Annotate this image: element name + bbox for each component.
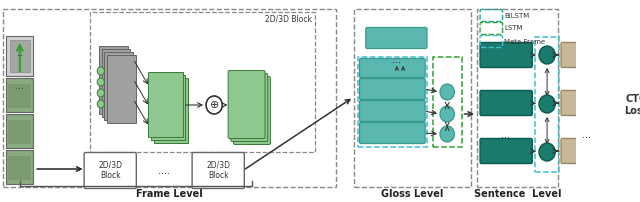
Bar	[358, 57, 426, 147]
Circle shape	[539, 95, 555, 113]
Bar	[6, 114, 33, 148]
FancyBboxPatch shape	[480, 139, 532, 163]
Text: Meta Frame: Meta Frame	[504, 39, 545, 44]
FancyBboxPatch shape	[228, 70, 265, 139]
FancyBboxPatch shape	[561, 42, 613, 67]
Text: ...: ...	[392, 55, 401, 65]
FancyBboxPatch shape	[360, 59, 425, 78]
Text: $\oplus$: $\oplus$	[209, 100, 220, 110]
Bar	[104, 52, 133, 120]
Bar	[90, 12, 315, 152]
FancyBboxPatch shape	[366, 27, 427, 48]
FancyBboxPatch shape	[192, 153, 244, 188]
Bar	[151, 75, 186, 140]
Bar	[6, 150, 33, 184]
FancyBboxPatch shape	[480, 90, 532, 116]
Circle shape	[97, 78, 104, 86]
Circle shape	[440, 84, 454, 100]
FancyBboxPatch shape	[614, 75, 640, 134]
FancyBboxPatch shape	[360, 122, 425, 143]
Text: ...: ...	[501, 130, 510, 140]
Bar	[433, 57, 461, 147]
Bar	[102, 49, 131, 117]
Bar	[354, 9, 470, 187]
Bar	[154, 78, 188, 143]
Bar	[8, 84, 31, 108]
Text: ...: ...	[582, 130, 591, 140]
Text: BiLSTM: BiLSTM	[504, 13, 529, 19]
Text: Frame Level: Frame Level	[136, 189, 202, 199]
Circle shape	[440, 106, 454, 122]
FancyBboxPatch shape	[360, 101, 425, 121]
Text: ...: ...	[15, 81, 24, 91]
Circle shape	[440, 126, 454, 142]
Circle shape	[97, 100, 104, 108]
FancyBboxPatch shape	[561, 139, 613, 163]
Text: 2D/3D
Block: 2D/3D Block	[98, 161, 122, 180]
FancyBboxPatch shape	[561, 90, 613, 116]
FancyBboxPatch shape	[234, 77, 270, 144]
Text: ....: ....	[158, 165, 170, 176]
Circle shape	[539, 143, 555, 161]
Text: Gloss Level: Gloss Level	[381, 189, 444, 199]
Bar	[6, 36, 33, 76]
Bar	[8, 156, 31, 180]
Bar	[10, 40, 29, 72]
Bar	[477, 9, 558, 187]
Bar	[8, 120, 31, 144]
Bar	[536, 37, 559, 172]
Text: CTC
Loss: CTC Loss	[624, 94, 640, 116]
Bar	[148, 72, 182, 137]
Circle shape	[539, 46, 555, 64]
FancyBboxPatch shape	[84, 153, 136, 188]
Circle shape	[206, 96, 222, 114]
Circle shape	[97, 89, 104, 97]
FancyBboxPatch shape	[360, 79, 425, 100]
Text: LSTM: LSTM	[504, 25, 522, 32]
Circle shape	[97, 67, 104, 75]
FancyBboxPatch shape	[231, 74, 268, 141]
Bar	[6, 78, 33, 112]
Text: ✦: ✦	[17, 53, 23, 59]
Bar	[3, 9, 335, 187]
Bar	[107, 55, 136, 123]
Text: 2D/3D Block: 2D/3D Block	[265, 15, 312, 24]
FancyBboxPatch shape	[480, 42, 532, 67]
Text: 2D/3D
Block: 2D/3D Block	[206, 161, 230, 180]
Text: Sentence  Level: Sentence Level	[474, 189, 561, 199]
Bar	[99, 46, 128, 114]
